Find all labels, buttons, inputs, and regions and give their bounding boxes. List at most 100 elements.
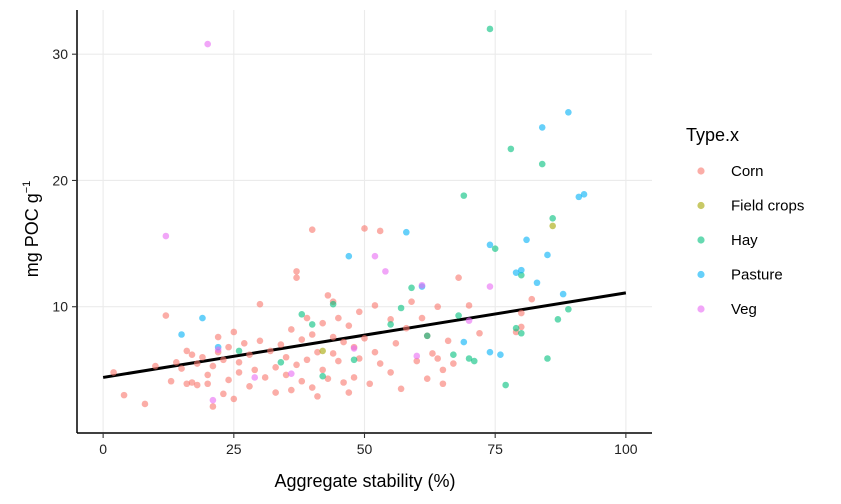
point-corn-77 [371,348,379,356]
legend: Type.x Corn Field crops Hay Pasture Veg [686,125,804,318]
point-veg-12 [486,283,494,290]
point-hay-10 [423,332,431,340]
point-corn-81 [387,369,394,376]
legend-label-pasture: Pasture [731,267,783,284]
point-hay-6 [350,356,358,364]
point-pasture-14 [538,124,546,131]
point-corn-97 [455,274,462,281]
point-corn-91 [434,355,441,362]
point-corn-98 [465,302,473,309]
y-tick-label-2: 30 [52,46,68,62]
point-corn-18 [209,403,217,410]
point-corn-5 [167,377,175,385]
point-corn-82 [392,340,400,347]
point-hay-26 [554,316,562,323]
point-pasture-4 [403,228,410,236]
point-corn-29 [240,340,248,347]
point-corn-52 [308,384,316,391]
point-corn-57 [319,366,326,374]
point-corn-86 [413,357,421,365]
legend-key-field-crops [697,201,705,210]
point-corn-22 [220,356,227,364]
point-corn-96 [450,360,457,367]
y-axis-title-superscript: −1 [21,181,33,194]
point-corn-7 [178,365,185,372]
point-corn-25 [230,328,238,336]
point-pasture-0 [178,331,185,338]
point-hay-20 [512,324,520,332]
point-corn-60 [329,333,337,341]
point-corn-9 [183,347,191,355]
point-hay-16 [486,25,494,33]
legend-label-veg: Veg [731,301,757,318]
point-pasture-16 [559,290,567,298]
point-corn-14 [199,353,206,361]
point-pasture-15 [544,251,551,259]
point-corn-84 [403,324,410,332]
point-corn-48 [298,377,306,385]
point-veg-9 [413,352,421,360]
point-corn-73 [361,225,368,232]
point-corn-8 [183,380,191,388]
point-corn-85 [408,298,415,305]
point-corn-32 [251,366,259,374]
point-corn-31 [246,382,253,390]
point-hay-3 [308,321,316,328]
point-corn-11 [188,351,196,359]
point-corn-35 [261,374,269,381]
point-corn-16 [204,380,211,388]
y-tick-label-1: 20 [52,172,68,188]
legend-key-corn [697,167,705,175]
point-corn-0 [110,369,117,376]
point-hay-19 [507,145,515,153]
point-corn-12 [193,360,201,367]
point-corn-72 [355,355,363,362]
point-hay-12 [455,312,462,319]
point-veg-2 [209,396,217,404]
point-pasture-8 [486,241,494,249]
point-pasture-1 [199,314,206,322]
point-corn-49 [303,314,311,322]
x-tick-label-4: 100 [614,441,638,457]
point-corn-70 [350,374,358,381]
point-veg-7 [371,252,379,260]
point-pasture-7 [486,348,494,356]
point-veg-6 [350,345,358,352]
point-hay-24 [544,355,551,362]
x-tick-label-0: 0 [99,441,107,457]
point-corn-71 [355,308,363,316]
point-corn-24 [225,343,232,351]
point-corn-93 [439,380,447,388]
axes [72,10,652,438]
point-corn-87 [418,314,426,322]
x-axis-title: Aggregate stability (%) [274,471,455,491]
point-corn-103 [528,295,536,303]
point-corn-36 [267,347,274,355]
point-corn-76 [371,302,379,309]
legend-key-hay [697,236,705,244]
point-corn-46 [293,268,300,275]
point-pasture-10 [512,269,520,276]
y-axis-title-main: mg POC g [22,193,42,277]
point-corn-92 [434,303,441,311]
point-corn-54 [314,348,321,356]
point-corn-10 [188,379,196,386]
point-corn-23 [225,376,232,384]
point-corn-26 [230,395,238,403]
point-corn-78 [376,360,384,367]
point-pasture-11 [518,266,525,274]
point-corn-13 [193,381,201,389]
point-corn-27 [235,369,243,376]
point-hay-17 [491,245,499,252]
legend-label-hay: Hay [731,232,758,249]
point-corn-74 [361,334,368,342]
point-corn-20 [214,333,222,341]
point-corn-83 [397,385,405,393]
point-corn-1 [120,391,128,399]
point-corn-41 [282,353,290,361]
point-hay-5 [329,300,337,308]
point-corn-61 [329,350,337,357]
point-corn-30 [246,351,253,359]
point-pasture-3 [345,252,353,260]
point-corn-101 [518,309,525,317]
